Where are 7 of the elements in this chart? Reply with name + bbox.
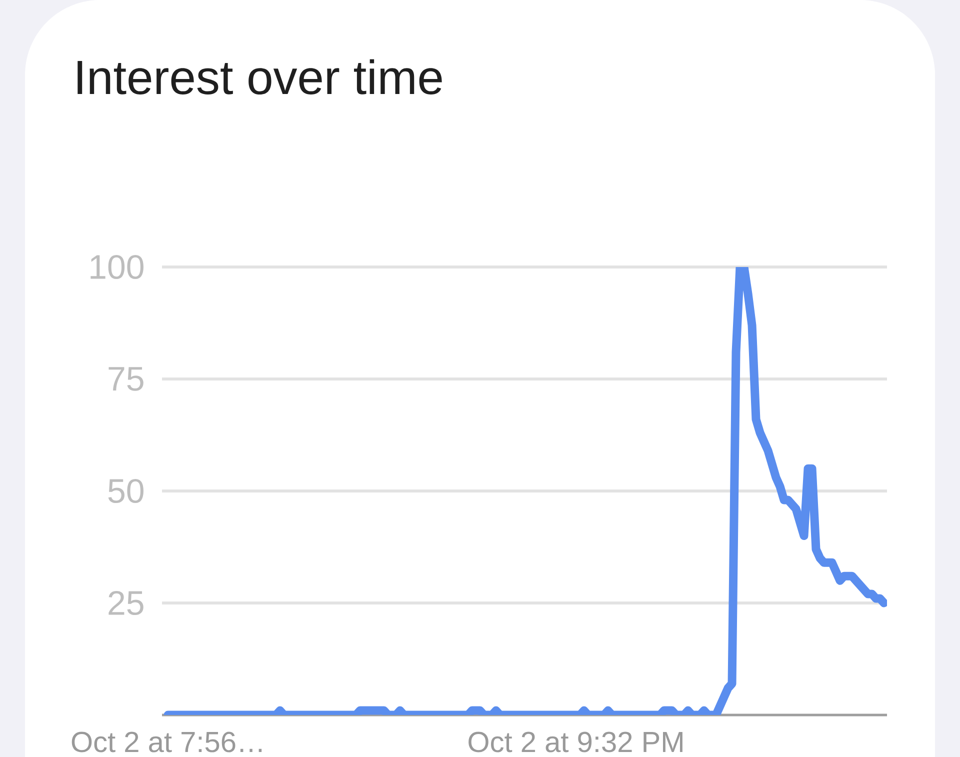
x-tick-label: Oct 2 at 9:32 PM <box>468 732 682 752</box>
y-tick-label: 100 <box>90 254 144 280</box>
chart-title: Interest over time <box>78 59 442 94</box>
y-tick-label: 50 <box>108 478 144 504</box>
x-tick-label: Oct 2 at 7:56… <box>72 732 262 752</box>
y-tick-label: 25 <box>108 590 144 616</box>
y-tick-label: 75 <box>108 367 144 391</box>
